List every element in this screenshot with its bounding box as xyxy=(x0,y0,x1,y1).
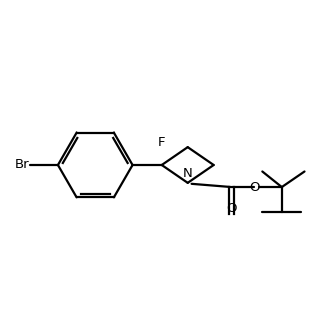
Text: F: F xyxy=(158,136,166,149)
Text: O: O xyxy=(226,202,237,215)
Text: N: N xyxy=(183,167,193,180)
Text: O: O xyxy=(249,181,259,194)
Text: Br: Br xyxy=(15,158,30,172)
